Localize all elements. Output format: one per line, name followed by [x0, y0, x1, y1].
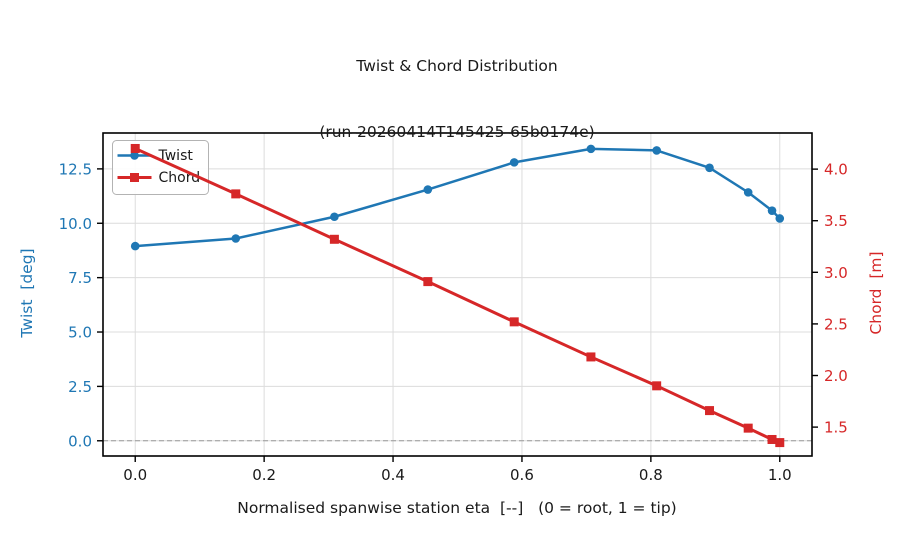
x-tick-label: 0.6: [510, 466, 534, 484]
right-y-tick-label: 1.5: [824, 419, 848, 437]
x-tick-label: 0.4: [381, 466, 405, 484]
chord-data-marker: [423, 277, 433, 287]
x-axis-label: Normalised spanwise station eta [--] (0 …: [237, 499, 677, 517]
twist-data-marker: [705, 163, 714, 173]
right-y-tick-label: 2.0: [824, 367, 848, 385]
chart-title-line2: (run-20260414T145425-65b0174e): [319, 123, 595, 141]
legend-square-marker-icon: [130, 173, 139, 182]
twist-data-marker: [423, 185, 433, 194]
twist-data-marker: [767, 206, 777, 215]
twist-data-marker: [743, 188, 753, 197]
chord-data-marker: [130, 143, 140, 153]
twist-data-marker: [775, 214, 785, 223]
chart-title-line1: Twist & Chord Distribution: [356, 57, 558, 75]
legend-circle-marker-icon: [130, 151, 139, 160]
left-y-tick-label: 0.0: [68, 432, 92, 450]
twist-data-marker: [130, 241, 140, 251]
right-y-axis-label: Chord [m]: [867, 251, 885, 335]
twist-data-marker: [586, 144, 596, 154]
right-y-tick-label: 3.0: [824, 264, 848, 282]
chord-data-marker: [652, 381, 662, 391]
x-tick-label: 0.8: [639, 466, 663, 484]
left-y-tick-label: 12.5: [59, 160, 92, 178]
chord-data-marker: [231, 189, 241, 199]
x-tick-label: 0.2: [252, 466, 276, 484]
twist-data-marker: [652, 146, 661, 155]
left-y-tick-label: 5.0: [68, 324, 92, 342]
chord-data-marker: [329, 234, 339, 244]
twist-data-marker: [231, 234, 241, 243]
chord-data-marker: [767, 434, 777, 444]
left-y-tick-label: 2.5: [68, 378, 92, 396]
chord-data-marker: [586, 352, 596, 362]
left-y-tick-label: 10.0: [59, 215, 92, 233]
chord-data-marker: [775, 438, 785, 448]
x-tick-label: 0.0: [123, 466, 147, 484]
twist-data-marker: [330, 212, 339, 222]
chord-data-marker: [509, 317, 519, 327]
twist-data-marker: [509, 158, 519, 167]
legend-label-twist: Twist: [158, 148, 194, 164]
chord-data-marker: [705, 406, 715, 416]
axes-spine: [102, 132, 813, 457]
x-tick-label: 1.0: [768, 466, 792, 484]
right-y-tick-label: 4.0: [824, 161, 848, 179]
left-y-tick-label: 7.5: [68, 269, 92, 287]
left-y-axis-label: Twist [deg]: [18, 248, 36, 338]
chord-data-marker: [743, 423, 753, 433]
right-y-tick-label: 2.5: [824, 315, 848, 333]
chart-title: Twist & Chord Distribution (run-20260414…: [0, 11, 903, 187]
right-y-tick-label: 3.5: [824, 212, 848, 230]
